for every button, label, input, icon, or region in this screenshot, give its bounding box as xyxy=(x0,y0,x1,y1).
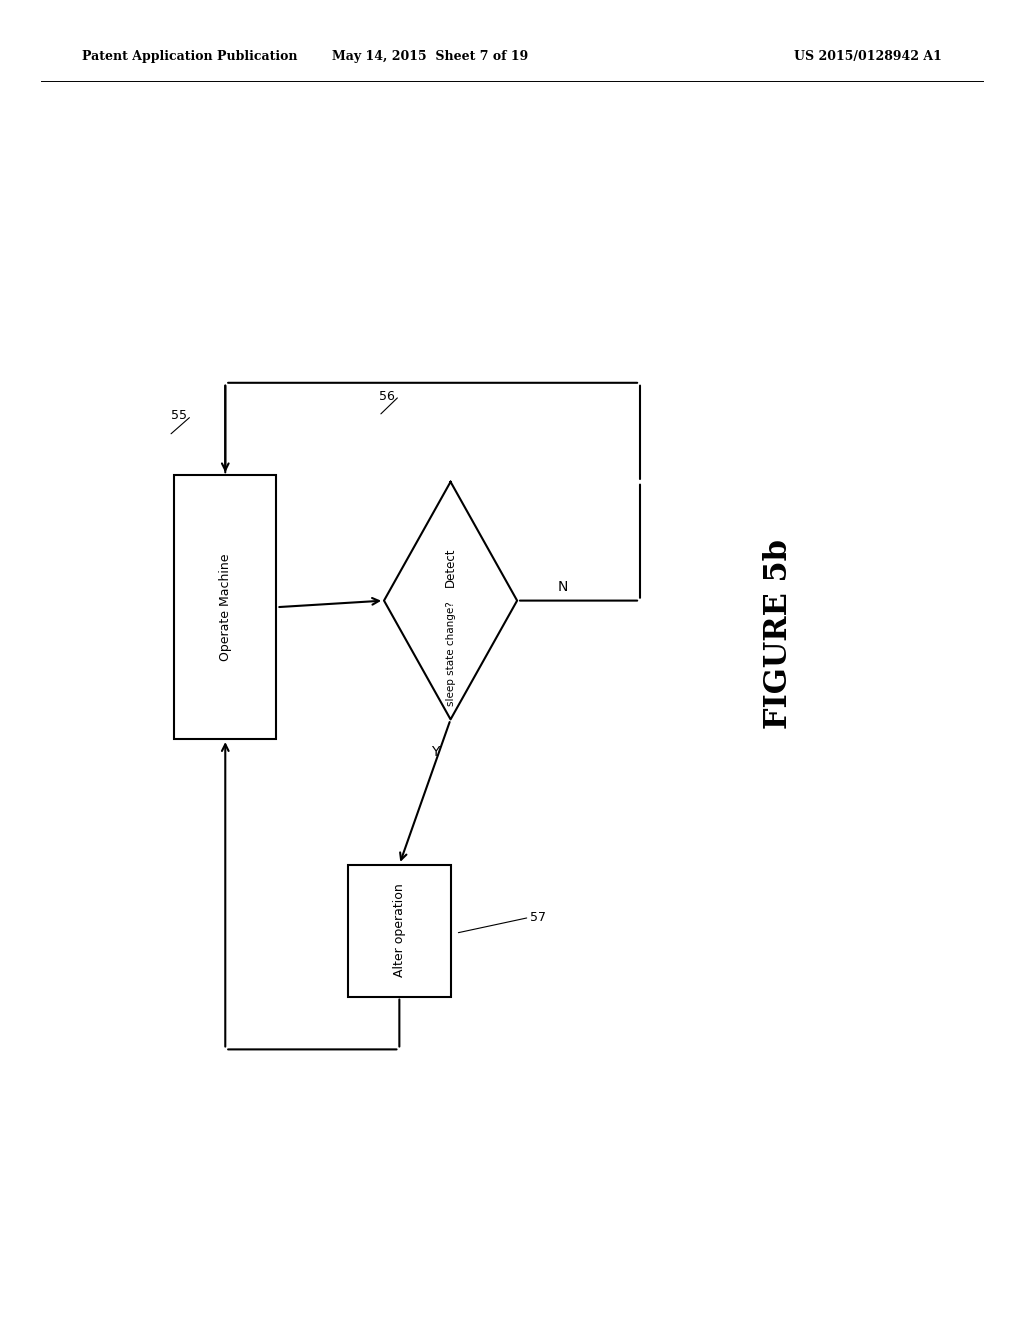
Text: Alter operation: Alter operation xyxy=(393,883,406,978)
Text: N: N xyxy=(558,581,568,594)
Text: Detect: Detect xyxy=(444,548,457,587)
FancyBboxPatch shape xyxy=(348,865,451,997)
Text: 55: 55 xyxy=(171,409,187,422)
Text: sleep state change?: sleep state change? xyxy=(445,601,456,706)
Text: Y: Y xyxy=(431,746,439,759)
Text: 56: 56 xyxy=(379,389,395,403)
Text: May 14, 2015  Sheet 7 of 19: May 14, 2015 Sheet 7 of 19 xyxy=(332,50,528,63)
Text: Operate Machine: Operate Machine xyxy=(219,553,231,661)
Text: FIGURE 5b: FIGURE 5b xyxy=(763,539,794,729)
Text: US 2015/0128942 A1: US 2015/0128942 A1 xyxy=(795,50,942,63)
Text: Patent Application Publication: Patent Application Publication xyxy=(82,50,297,63)
Text: 57: 57 xyxy=(529,911,546,924)
FancyBboxPatch shape xyxy=(174,475,276,739)
